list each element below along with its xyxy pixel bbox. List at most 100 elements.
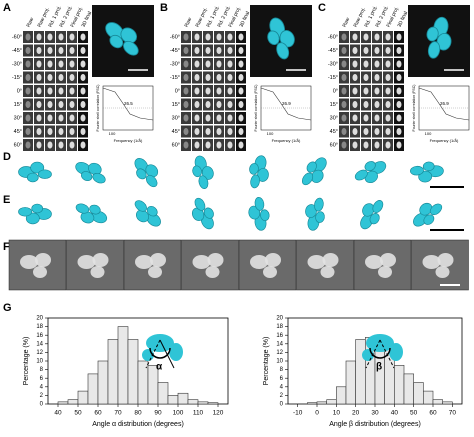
angle-arc [149,347,171,359]
particle [183,47,189,54]
density-map [75,161,106,184]
bar [177,392,189,405]
particle [69,74,75,81]
fsc-ylabel: Fourier shell correlation (FSC) [412,85,416,132]
particle [194,141,200,149]
particle [47,87,53,95]
schematic [389,343,403,361]
schematic [169,343,183,361]
density-map [305,197,325,231]
density-map [105,22,139,56]
particle [25,60,31,68]
blob-part [372,200,384,213]
particle [363,74,369,81]
blob-part [276,42,290,60]
particle [58,128,64,135]
bar [442,401,453,405]
particle [385,47,391,54]
particle [58,60,64,68]
column-header: Raw [26,16,36,28]
arrow [379,339,395,369]
particle [396,33,402,41]
bar [316,401,327,405]
angle-label: α [156,362,163,373]
particle [374,101,380,108]
blob-part [306,161,317,173]
particle [58,47,64,54]
row-label: -45° [328,48,338,54]
blob-part [123,40,139,56]
blob-part [364,170,378,184]
particle [341,141,347,149]
x-tick-label: -10 [293,410,303,417]
bar [157,382,169,405]
y-tick-label: 16 [36,333,43,339]
row-label: 60° [14,142,22,148]
blob-part [426,26,439,42]
bar [413,382,424,405]
arrow [145,339,161,369]
particle [396,114,402,122]
row-label: -60° [328,34,338,40]
density-map [134,200,161,227]
particle [25,114,31,122]
particle [352,60,358,68]
blob-part [305,204,317,218]
particle [216,74,222,81]
particle [363,33,369,41]
blob-part [436,32,452,51]
particle [183,60,189,68]
particle [25,141,31,149]
particle [25,101,31,108]
panel-label: G [3,302,12,314]
fsc-xtick: 100 [109,131,116,136]
blob-part [364,161,376,172]
bar [57,401,69,405]
particle [352,33,358,41]
x-tick-label: 80 [134,410,142,417]
x-tick-label: 30 [371,410,379,417]
bar [403,373,414,405]
density-map [192,155,214,189]
bar [432,399,443,405]
particle [238,33,244,41]
density [192,255,211,269]
particle [238,74,244,81]
particle [183,74,189,81]
bar [394,364,405,405]
y-tick-label: 6 [40,376,44,382]
particle [396,74,402,81]
y-tick-label: 4 [40,384,44,390]
density [207,253,224,267]
particle [183,114,189,122]
density-map [191,197,214,230]
particle [238,87,244,95]
class-average [8,239,67,291]
column-header: Raw [184,16,194,28]
blob-part [311,169,324,183]
x-tick-label: 20 [352,410,360,417]
density [322,253,339,267]
particle [216,128,222,135]
bar [87,373,99,405]
x-tick-label: 120 [213,410,224,417]
density [92,253,109,267]
particle [238,60,244,68]
row-label: -30° [12,61,22,67]
fsc-ylabel: Fourier shell correlation (FSC) [254,85,258,132]
particle [238,101,244,108]
particle [194,114,200,122]
particle [58,33,64,41]
particle [374,141,380,149]
particle [374,128,380,135]
particle [352,47,358,54]
density [77,255,96,269]
particle [36,74,42,81]
particle [69,114,75,122]
blob-part [301,172,314,186]
column-header: 3D final [239,11,252,29]
particle [69,87,75,95]
particle [47,60,53,68]
density [205,266,220,278]
panel-label: D [3,151,11,163]
